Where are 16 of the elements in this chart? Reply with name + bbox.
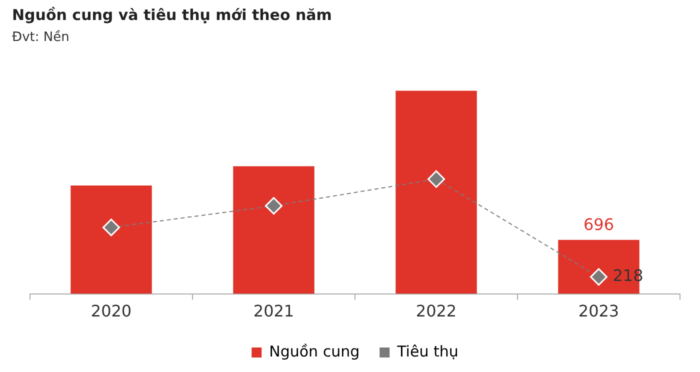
point — [265, 197, 282, 215]
chart-subtitle: Đvt: Nền — [12, 30, 70, 45]
point — [428, 170, 445, 188]
bar — [70, 186, 152, 294]
x-tick-label: 2022 — [416, 302, 457, 321]
x-tick-label: 2023 — [578, 302, 620, 321]
bar — [233, 166, 314, 294]
x-tick-label: 2021 — [253, 302, 294, 321]
data-label: 696 — [583, 215, 614, 234]
point — [590, 268, 608, 286]
bar — [396, 90, 477, 294]
legend-label: Nguồn cung — [269, 342, 360, 360]
chart-title: Nguồn cung và tiêu thụ mới theo năm — [12, 6, 332, 24]
x-tick-label: 2020 — [90, 302, 132, 321]
point — [102, 218, 120, 236]
legend-label: Tiêu thụ — [396, 342, 458, 360]
